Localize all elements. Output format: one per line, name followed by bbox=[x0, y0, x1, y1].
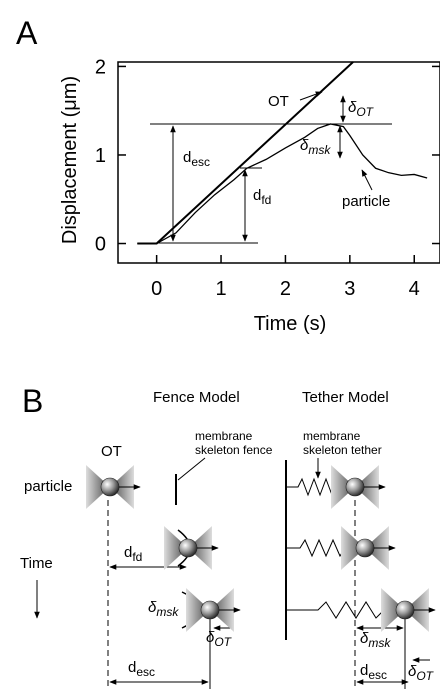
x-axis-label: Time (s) bbox=[254, 313, 327, 335]
annotation: δOT bbox=[348, 99, 375, 119]
annotation: δmsk bbox=[360, 630, 391, 650]
y-tick-label: 1 bbox=[95, 145, 106, 167]
diagram-lines bbox=[107, 460, 430, 689]
plot-frame bbox=[117, 61, 440, 264]
trap-beam bbox=[341, 526, 365, 570]
annotation-text: d bbox=[128, 659, 136, 676]
panel-b: B Fence Model Tether Model Time OT parti… bbox=[20, 383, 435, 689]
annotation: dfd bbox=[124, 544, 142, 564]
particle-label: particle bbox=[24, 478, 72, 495]
particle bbox=[200, 600, 220, 620]
annotation-sub: fd bbox=[132, 550, 142, 564]
trap-beam bbox=[331, 465, 355, 509]
fence-label: membrane bbox=[195, 429, 253, 443]
annotation: desc bbox=[183, 149, 210, 169]
x-tick-label: 2 bbox=[280, 278, 291, 300]
annotation: δmsk bbox=[300, 137, 331, 157]
x-tick-label: 0 bbox=[151, 278, 162, 300]
particle bbox=[355, 538, 375, 558]
y-tick-label: 0 bbox=[95, 234, 106, 256]
particle bbox=[100, 477, 120, 497]
particle bbox=[345, 477, 365, 497]
annotation-text: δ bbox=[206, 629, 215, 646]
annotation: δOT bbox=[206, 629, 233, 649]
annotation-sub: esc bbox=[368, 668, 387, 682]
annotation: δmsk bbox=[148, 599, 179, 619]
annotation-sub: OT bbox=[356, 105, 374, 119]
annotation: dfd bbox=[253, 187, 271, 207]
trap-beam bbox=[164, 526, 188, 570]
annotation: δOT bbox=[408, 663, 435, 683]
annotation-text: δ bbox=[148, 599, 157, 616]
annotation-text: d bbox=[183, 149, 191, 166]
annotation-lines bbox=[150, 91, 392, 244]
model-title: Tether Model bbox=[302, 389, 389, 406]
annotation-sub: fd bbox=[261, 193, 271, 207]
tether-label: skeleton tether bbox=[303, 443, 382, 457]
annotation-text: d bbox=[124, 544, 132, 561]
annotation-text: δ bbox=[360, 630, 369, 647]
annotation-sub: esc bbox=[136, 665, 155, 679]
annotation-sub: OT bbox=[214, 635, 232, 649]
annotation-text: δ bbox=[348, 99, 357, 116]
annotation-sub: msk bbox=[156, 605, 179, 619]
trap-beam bbox=[86, 465, 110, 509]
annotation-text: d bbox=[253, 187, 261, 204]
fence-label: skeleton fence bbox=[195, 443, 273, 457]
annotation-sub: msk bbox=[368, 636, 391, 650]
panel-a: A Time (s) Displacement (μm) OT particle… bbox=[16, 15, 440, 335]
y-tick-label: 2 bbox=[95, 56, 106, 78]
annotation: desc bbox=[128, 659, 155, 679]
panel-label: A bbox=[16, 15, 38, 51]
y-axis-label: Displacement (μm) bbox=[59, 76, 81, 244]
time-label: Time bbox=[20, 555, 53, 572]
particle bbox=[395, 600, 415, 620]
pointer bbox=[177, 457, 206, 481]
x-tick-label: 1 bbox=[215, 278, 226, 300]
trap-beam bbox=[381, 588, 405, 632]
tether-label: membrane bbox=[303, 429, 361, 443]
annotation-sub: esc bbox=[191, 155, 210, 169]
annotation-sub: msk bbox=[308, 143, 331, 157]
panel-label: B bbox=[22, 383, 43, 419]
ot-label: OT bbox=[101, 443, 122, 460]
x-tick-label: 4 bbox=[409, 278, 420, 300]
annotation: desc bbox=[360, 662, 387, 682]
annotation-text: δ bbox=[408, 663, 417, 680]
series-label: OT bbox=[268, 93, 289, 110]
model-title: Fence Model bbox=[153, 389, 240, 406]
series-label: particle bbox=[342, 193, 390, 210]
annotation-sub: OT bbox=[416, 669, 434, 683]
annotation-text: d bbox=[360, 662, 368, 679]
particle bbox=[178, 538, 198, 558]
x-tick-label: 3 bbox=[344, 278, 355, 300]
trap-beam bbox=[186, 588, 210, 632]
series-line bbox=[137, 123, 428, 245]
annotation-text: δ bbox=[300, 137, 309, 154]
